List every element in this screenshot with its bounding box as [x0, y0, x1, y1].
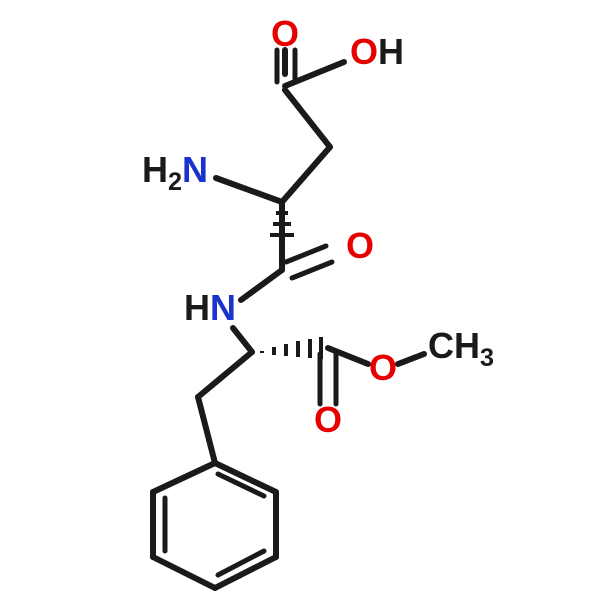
molecule-diagram: O OH H2N O HN O CH3 O: [0, 0, 600, 600]
atom-label-ch3: CH3: [428, 325, 494, 372]
atom-label-nh2: H2N: [142, 149, 208, 196]
atom-label-o4: O: [314, 399, 342, 440]
atom-label-hn: HN: [184, 287, 236, 328]
atom-label-o2: O: [346, 225, 374, 266]
atom-label-o3: O: [369, 347, 397, 388]
atom-label-oh: OH: [350, 31, 404, 72]
atom-label-o1: O: [271, 13, 299, 54]
